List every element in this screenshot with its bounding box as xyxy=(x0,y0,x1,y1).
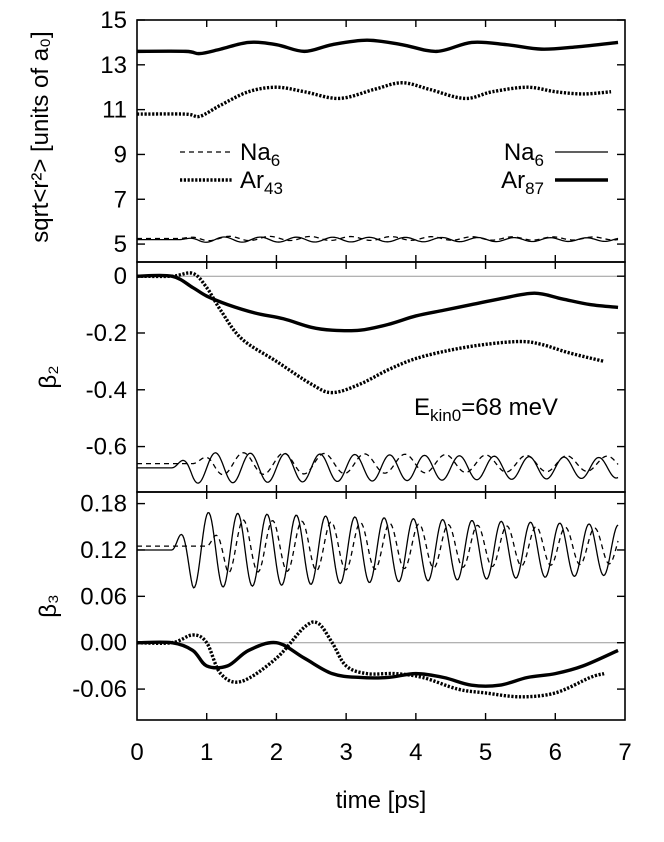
legend-label: Na6 xyxy=(504,139,544,170)
xtick-label: 0 xyxy=(130,739,143,766)
ylabel-radius: sqrt<r²> [units of a₀] xyxy=(27,31,54,242)
xtick-label: 7 xyxy=(618,739,631,766)
series-line-radius-na6-in-ar43- xyxy=(137,235,619,242)
ytick-label-radius: 7 xyxy=(114,186,127,213)
series-line-beta2-na6-in-ar43- xyxy=(137,452,619,476)
ytick-label-beta2: -0.4 xyxy=(86,377,127,404)
xtick-label: 3 xyxy=(339,739,352,766)
ytick-label-radius: 15 xyxy=(100,7,127,34)
xtick-label: 4 xyxy=(409,739,422,766)
series-line-beta2-na6-in-ar87- xyxy=(137,452,619,484)
series-line-radius-ar87 xyxy=(136,38,619,56)
xtick-label: 5 xyxy=(479,739,492,766)
energy-annotation: Ekin0=68 meV xyxy=(414,394,558,425)
panel-frame-radius xyxy=(136,19,626,263)
ytick-label-beta3: 0.06 xyxy=(80,583,127,610)
legend-label: Ar87 xyxy=(501,167,544,198)
ylabel-beta3: β₃ xyxy=(35,594,62,618)
ytick-label-beta2: -0.6 xyxy=(86,434,127,461)
series-line-beta3-ar43 xyxy=(136,620,605,699)
ylabel-beta2: β₂ xyxy=(35,365,62,388)
panel-frame-beta3 xyxy=(136,491,626,721)
xtick-label: 1 xyxy=(200,739,213,766)
ytick-label-radius: 11 xyxy=(102,97,127,124)
series-line-beta2-ar43 xyxy=(136,271,605,395)
legend-label: Na6 xyxy=(240,139,280,170)
series-line-beta2-ar87 xyxy=(136,273,619,333)
legend-label: Ar43 xyxy=(240,167,283,198)
xtick-label: 2 xyxy=(270,739,283,766)
ytick-label-radius: 9 xyxy=(114,141,127,168)
series-line-beta3-ar87 xyxy=(136,640,619,688)
series-line-beta3-na6-in-ar43- xyxy=(137,519,619,574)
ytick-label-beta3: 0.18 xyxy=(80,491,127,518)
ytick-label-beta2: 0 xyxy=(114,263,127,290)
ytick-label-radius: 5 xyxy=(114,231,127,258)
series-line-radius-ar43 xyxy=(136,81,612,119)
xlabel: time [ps] xyxy=(336,787,427,814)
ytick-label-beta2: -0.2 xyxy=(86,320,127,347)
ytick-label-beta3: 0.00 xyxy=(80,630,127,657)
ytick-label-beta3: -0.06 xyxy=(72,676,127,703)
ytick-label-radius: 13 xyxy=(100,52,127,79)
xtick-label: 6 xyxy=(549,739,562,766)
ytick-label-beta3: 0.12 xyxy=(80,537,127,564)
series-line-beta3-na6-in-ar87- xyxy=(137,511,619,589)
